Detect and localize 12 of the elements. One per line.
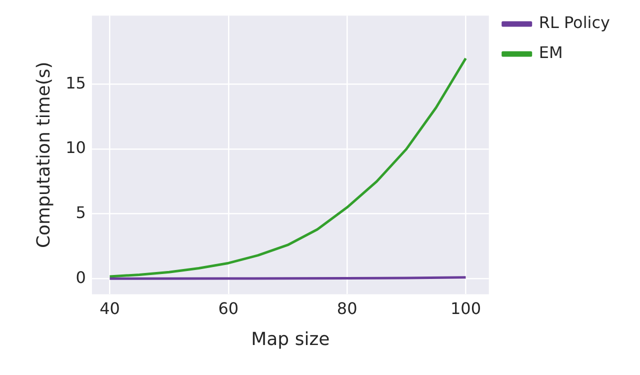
y-tick-label: 10 [66, 138, 86, 158]
x-tick-label: 100 [450, 298, 481, 318]
y-tick-label: 0 [76, 268, 86, 287]
x-tick-label: 40 [100, 298, 120, 318]
y-tick-label: 15 [66, 73, 86, 92]
x-tick-label: 80 [336, 298, 358, 318]
x-tick-label: 60 [218, 298, 239, 318]
y-axis-title: Computation time(s) [33, 62, 54, 248]
legend-label: RL Policy [538, 13, 610, 32]
y-tick-label: 5 [76, 203, 86, 222]
x-axis-title: Map size [251, 328, 330, 350]
legend-label: EM [538, 43, 563, 62]
